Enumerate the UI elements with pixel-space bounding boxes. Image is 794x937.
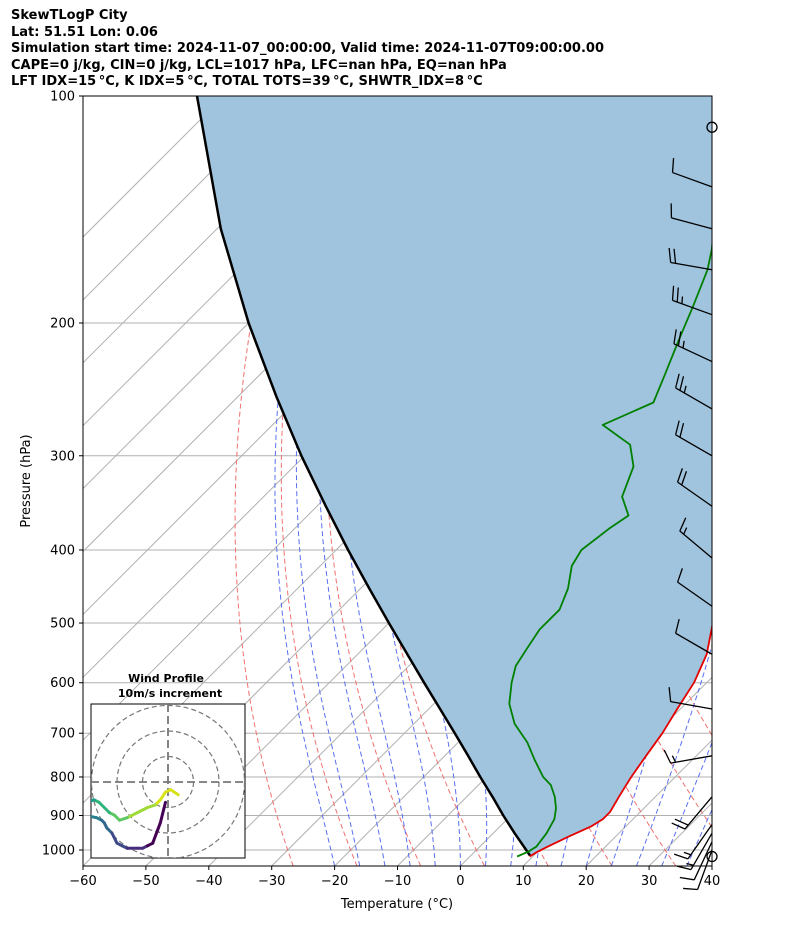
moist-adiabat	[636, 96, 712, 866]
y-tick-label: 1000	[42, 844, 75, 859]
hodograph-segment	[125, 811, 139, 820]
wind-barb	[676, 468, 713, 507]
hodograph-segment	[110, 831, 119, 845]
moist-adiabat	[274, 96, 336, 866]
hodograph-segment	[135, 806, 150, 815]
time-line: Simulation start time: 2024-11-07_00:00:…	[11, 41, 604, 56]
x-tick-label: −60	[69, 874, 96, 889]
wind-barb	[676, 832, 713, 871]
y-tick-label: 500	[50, 617, 75, 632]
x-tick-label: 30	[641, 874, 658, 889]
wind-barb	[663, 749, 713, 764]
x-tick-label: 40	[704, 874, 721, 889]
wind-barb	[676, 568, 713, 607]
x-tick-label: −30	[258, 874, 285, 889]
dry-adiabat	[234, 96, 305, 866]
dewpoint-line	[508, 238, 712, 858]
wind-barb	[679, 517, 713, 559]
wind-barb	[674, 420, 713, 457]
hodograph-ring	[91, 704, 245, 858]
isotherm--150	[83, 96, 288, 301]
isotherm--160	[83, 96, 225, 238]
wind-barb	[674, 373, 713, 410]
wind-barb	[670, 203, 713, 230]
x-axis-label: Temperature (°C)	[340, 897, 453, 912]
chart-header: SkewTLogP City Lat: 51.51 Lon: 0.06 Simu…	[11, 8, 604, 91]
wind-barbs	[663, 121, 718, 891]
dry-adiabat	[728, 96, 794, 866]
moist-adiabat	[737, 96, 794, 866]
location-line: Lat: 51.51 Lon: 0.06	[11, 24, 158, 40]
x-tick-label: 10	[515, 874, 532, 889]
wind-barb	[668, 247, 713, 271]
wind-barb	[671, 285, 713, 316]
dry-adiabat	[761, 96, 794, 866]
hodograph-segment	[76, 808, 79, 813]
moist-adiabat	[661, 741, 712, 866]
hodograph-title: Wind Profile	[128, 672, 204, 685]
hodograph-segment	[158, 800, 167, 825]
wind-barb	[671, 157, 713, 188]
x-tick-label: −10	[384, 874, 411, 889]
hodograph-inset: Wind Profile 10m/s increment	[76, 672, 246, 859]
moist-adiabat	[686, 808, 712, 866]
profiles	[195, 96, 712, 858]
hodograph-segment	[151, 821, 162, 845]
x-tick-label: −50	[132, 874, 159, 889]
x-tick-label: 20	[578, 874, 595, 889]
y-tick-label: 900	[50, 809, 75, 824]
y-tick-label: 100	[50, 90, 75, 105]
cape-line: CAPE=0 j/kg, CIN=0 j/kg, LCL=1017 hPa, L…	[11, 57, 507, 73]
cin-shading	[197, 96, 712, 856]
wind-barb	[679, 841, 713, 881]
x-tick-label: 0	[456, 874, 464, 889]
wind-barb	[674, 618, 713, 655]
temperature-line	[529, 622, 712, 858]
hodograph-plot	[76, 704, 245, 858]
moist-adiabat	[610, 96, 685, 866]
wind-barb	[673, 329, 713, 363]
y-tick-label: 800	[50, 770, 75, 785]
wind-barb	[673, 824, 713, 860]
hodograph-segment	[76, 805, 81, 808]
axis-ticks: −60 −50 −40 −30 −20 −10 0 10 20 30 40 100 200 300 400 5…	[42, 90, 720, 890]
y-tick-label: 400	[50, 543, 75, 558]
chart-title: SkewTLogP City	[11, 8, 128, 23]
y-tick-label: 600	[50, 676, 75, 691]
wind-barb	[671, 796, 713, 830]
wind-barb	[706, 121, 718, 133]
hodograph-subtitle: 10m/s increment	[118, 687, 222, 700]
hodograph-segment	[91, 798, 96, 803]
hodograph-segment	[91, 815, 99, 820]
y-tick-label: 300	[50, 449, 75, 464]
wind-barb	[668, 687, 713, 710]
wind-barb	[683, 849, 713, 891]
hodograph-segment	[158, 790, 167, 802]
hodograph-segment	[169, 788, 180, 797]
isotherm-40	[711, 865, 712, 866]
dry-adiabat	[367, 96, 485, 866]
y-tick-label: 200	[50, 316, 75, 331]
x-tick-label: −20	[321, 874, 348, 889]
moist-adiabat	[711, 864, 712, 866]
y-axis-label: Pressure (hPa)	[19, 434, 34, 527]
x-tick-label: −40	[195, 874, 222, 889]
parcel-profile-line	[195, 96, 532, 857]
dry-adiabat	[280, 96, 358, 866]
index-line: LFT IDX=15 °C, K IDX=5 °C, TOTAL TOTS=39…	[11, 74, 483, 89]
y-tick-label: 700	[50, 727, 75, 742]
